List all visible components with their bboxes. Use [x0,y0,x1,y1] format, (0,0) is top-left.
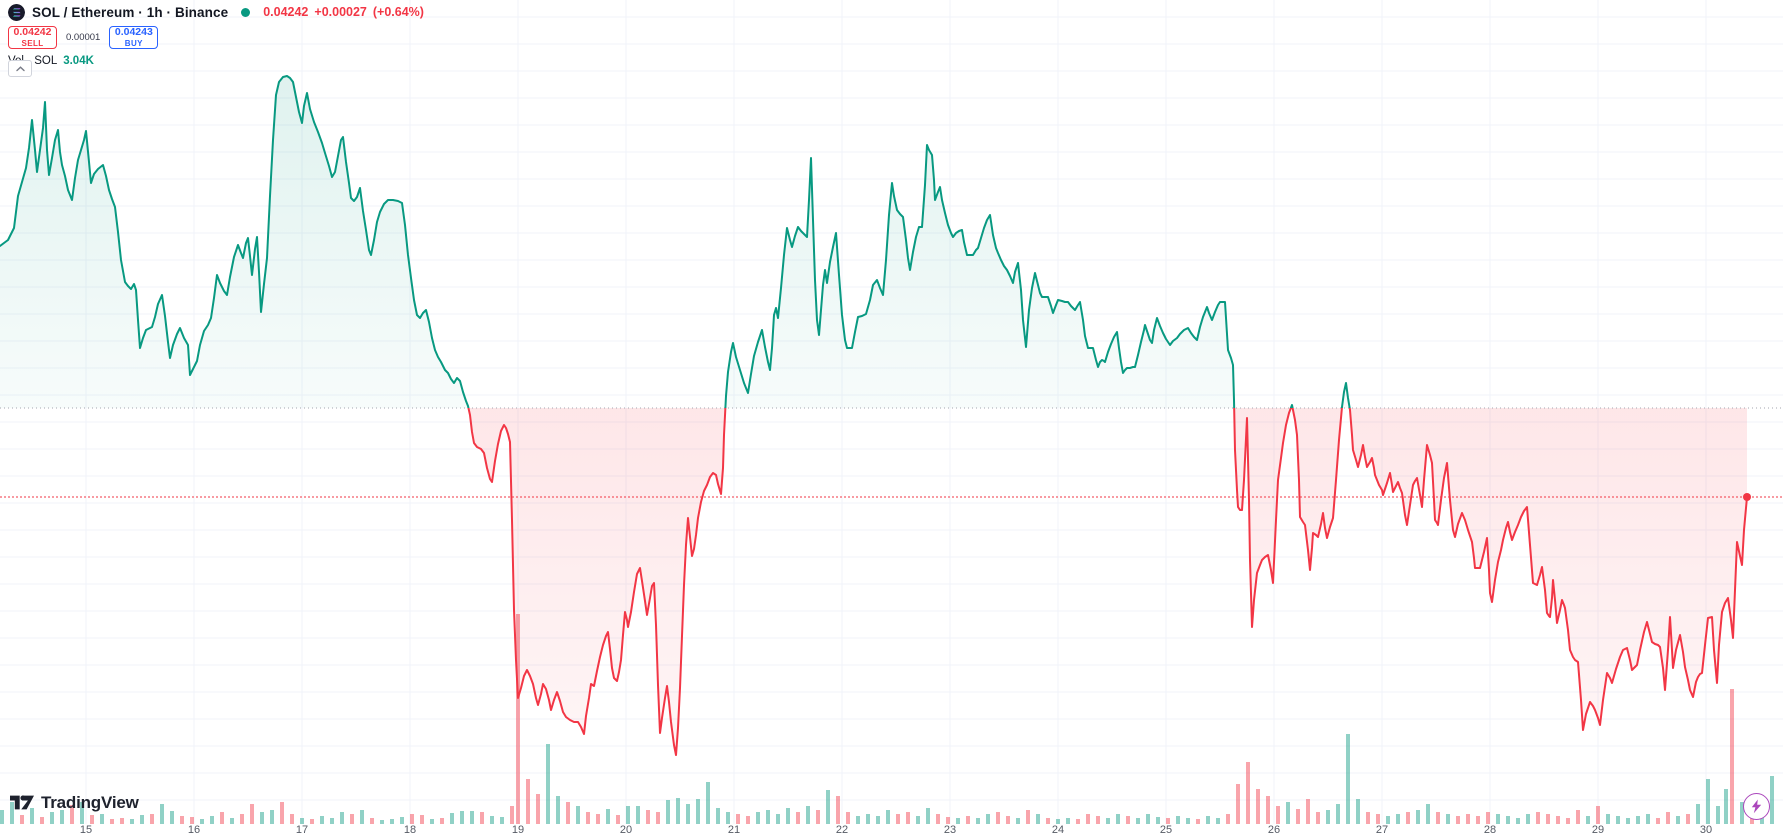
last-price-group: 0.04242 +0.00027 (+0.64%) [263,5,424,19]
last-price: 0.04242 [263,5,309,19]
chart-legend: SOL / Ethereum · 1h · Binance 0.04242 +0… [8,3,424,67]
x-axis-label: 15 [80,824,92,836]
trade-buttons-row: 0.04242 SELL 0.00001 0.04243 BUY [8,26,424,49]
legend-collapse-button[interactable] [8,60,32,77]
last-price-marker [1743,493,1751,501]
lightning-button[interactable] [1743,793,1770,820]
volume-value: 3.04K [63,55,94,67]
chevron-up-icon [15,65,25,71]
spread-value: 0.00001 [66,32,101,43]
sell-button[interactable]: 0.04242 SELL [8,26,57,49]
buy-label: BUY [124,38,143,48]
x-axis-label: 28 [1484,824,1496,836]
x-axis-label: 16 [188,824,200,836]
lightning-bolt-icon [1751,799,1762,814]
symbol-title[interactable]: SOL / Ethereum · 1h · Binance [32,4,229,20]
reference-lines [0,407,1783,498]
x-axis-label: 22 [836,824,848,836]
buy-price: 0.04243 [114,26,153,39]
x-axis-label: 19 [512,824,524,836]
baseline-area-fills [0,76,1747,755]
price-change-percent: (+0.64%) [372,5,424,19]
x-axis-label: 29 [1592,824,1604,836]
buy-button[interactable]: 0.04243 BUY [109,26,159,49]
symbol-row: SOL / Ethereum · 1h · Binance 0.04242 +0… [8,3,424,21]
sell-price: 0.04242 [13,26,52,39]
x-axis-label: 17 [296,824,308,836]
time-axis[interactable]: 15 16 17 18 19 20 21 22 23 24 25 26 27 28 29 30 [80,824,1712,836]
tradingview-brand-text: TradingView [41,792,139,812]
market-status-dot [241,7,251,17]
solana-logo-icon [8,3,25,21]
sell-label: SELL [21,38,44,48]
x-axis-label: 23 [944,824,956,836]
x-axis-label: 24 [1052,824,1064,836]
x-axis-label: 21 [728,824,740,836]
price-line-series [0,75,1748,756]
x-axis-label: 26 [1268,824,1280,836]
x-axis-label: 30 [1700,824,1712,836]
x-axis-label: 18 [404,824,416,836]
tradingview-watermark[interactable]: TradingView [10,792,139,813]
x-axis-label: 20 [620,824,632,836]
tradingview-logo-icon [10,795,34,810]
volume-bars [0,614,1774,824]
x-axis-label: 25 [1160,824,1172,836]
price-change: +0.00027 [314,5,367,19]
x-axis-label: 27 [1376,824,1388,836]
volume-indicator-row[interactable]: Vol · SOL 3.04K [8,55,424,67]
